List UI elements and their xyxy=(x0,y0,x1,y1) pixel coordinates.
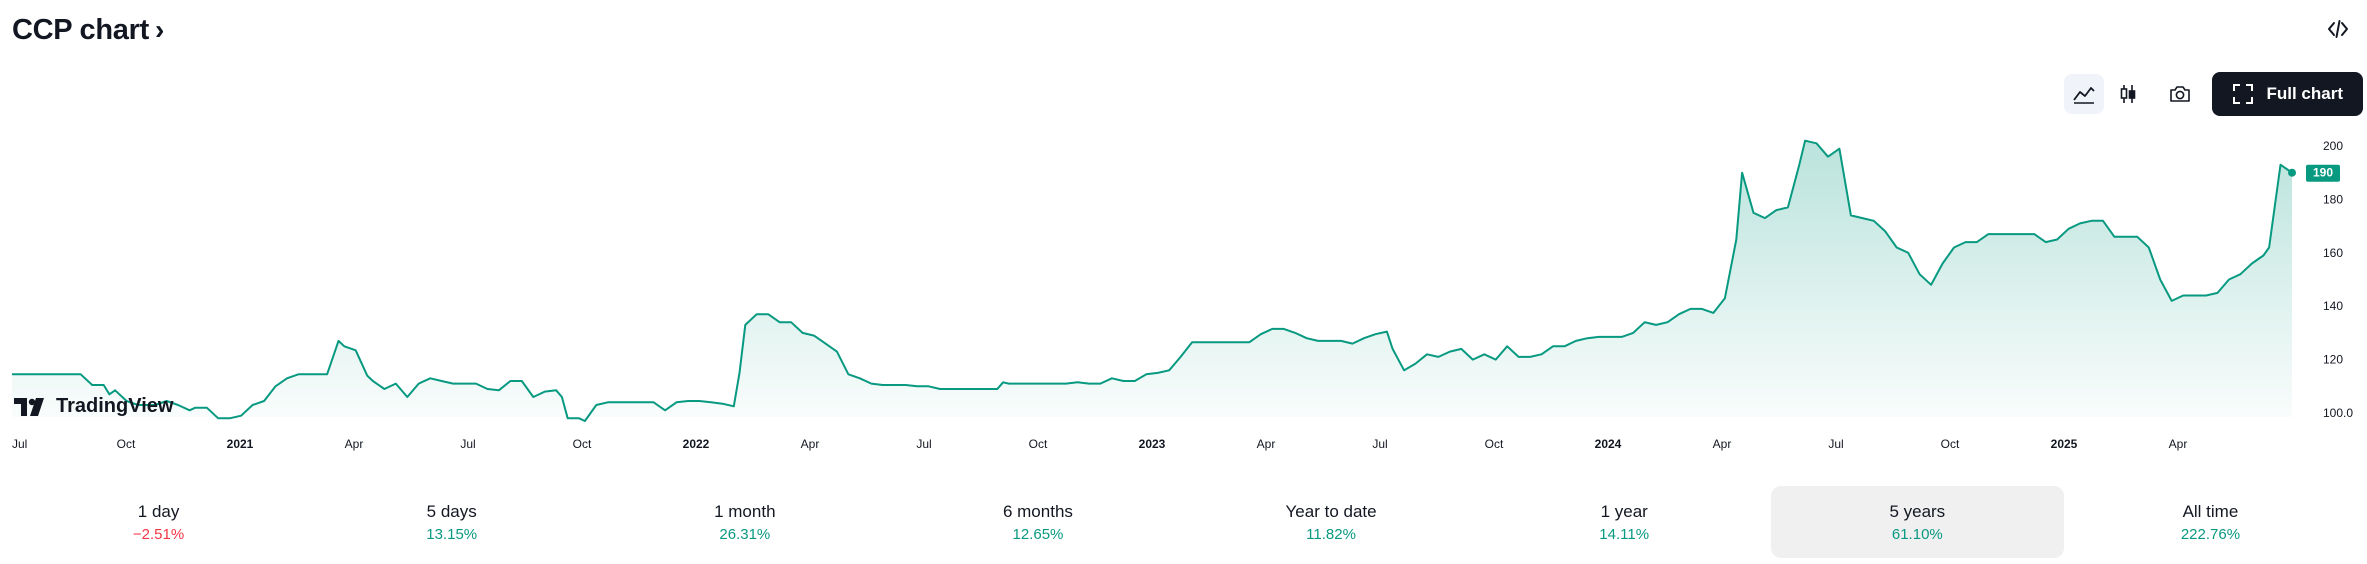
page-title[interactable]: CCP chart xyxy=(12,13,149,46)
last-price-badge: 190 xyxy=(2306,164,2340,182)
area-chart-button[interactable] xyxy=(2064,74,2105,114)
x-tick-label: Apr xyxy=(801,437,820,451)
x-tick-label: Jul xyxy=(460,437,475,451)
period-label: 6 months xyxy=(1002,501,1073,521)
period-tab[interactable]: 5 days 13.15% xyxy=(305,486,598,558)
period-label: Year to date xyxy=(1285,501,1377,521)
camera-icon xyxy=(2170,86,2191,102)
x-tick-label: 2024 xyxy=(1595,437,1622,451)
x-axis: Jul Oct 2021 Apr Jul Oct 2022 Apr Jul Oct 2023 Apr J… xyxy=(12,437,2187,451)
period-label: 5 days xyxy=(426,501,477,521)
price-chart[interactable]: 200 180 160 140 120 100.0 Jul Oct 2021 Apr Jul Oct… xyxy=(0,125,2367,455)
chart-toolbar: Full chart xyxy=(2064,72,2363,116)
y-tick-label: 160 xyxy=(2323,246,2343,260)
x-tick-label: 2022 xyxy=(683,437,710,451)
x-tick-label: Oct xyxy=(573,437,592,451)
period-change: 14.11% xyxy=(1599,525,1650,543)
period-change: 13.15% xyxy=(426,525,478,543)
chevron-right-icon[interactable]: › xyxy=(154,14,165,45)
tradingview-logo-text: TradingView xyxy=(56,395,174,417)
y-tick-label: 100.0 xyxy=(2323,406,2353,420)
period-change: 11.82% xyxy=(1306,525,1356,543)
candles-button[interactable] xyxy=(2108,74,2149,114)
chart-price-line xyxy=(12,139,2293,422)
y-axis: 200 180 160 140 120 100.0 xyxy=(2323,139,2353,420)
y-tick-label: 180 xyxy=(2323,192,2343,206)
y-tick-label: 200 xyxy=(2323,139,2343,153)
x-tick-label: Oct xyxy=(1941,437,1960,451)
period-tab[interactable]: 5 years 61.10% xyxy=(1770,486,2064,558)
period-selector: 1 day −2.51% 5 days 13.15% 1 month 26.31% 6 mo… xyxy=(12,486,2357,558)
period-label: 5 years xyxy=(1889,501,1946,521)
period-change: 61.10% xyxy=(1891,525,1943,543)
x-tick-label: Jul xyxy=(1828,437,1843,451)
x-tick-label: Oct xyxy=(1029,437,1048,451)
period-change: −2.51% xyxy=(132,525,185,543)
period-label: 1 day xyxy=(137,501,180,521)
period-label: All time xyxy=(2182,501,2239,521)
period-label: 1 year xyxy=(1600,501,1648,521)
period-tab[interactable]: 1 year 14.11% xyxy=(1478,486,1771,558)
last-price-dot xyxy=(2288,168,2296,177)
x-tick-label: Apr xyxy=(2169,437,2188,451)
period-tab[interactable]: 1 month 26.31% xyxy=(598,486,891,558)
full-chart-button[interactable]: Full chart xyxy=(2212,72,2363,116)
tradingview-logo-icon xyxy=(14,397,44,416)
x-tick-label: Oct xyxy=(1485,437,1504,451)
y-tick-label: 140 xyxy=(2323,299,2343,313)
period-tab[interactable]: All time 222.76% xyxy=(2064,486,2357,558)
period-change: 26.31% xyxy=(719,525,771,543)
embed-icon xyxy=(2328,20,2348,38)
period-tab[interactable]: Year to date 11.82% xyxy=(1185,486,1478,558)
area-chart: 200 180 160 140 120 100.0 Jul Oct 2021 Apr Jul Oct… xyxy=(12,139,2353,451)
y-tick-label: 120 xyxy=(2323,353,2343,367)
candles-icon xyxy=(2121,85,2136,103)
period-change: 12.65% xyxy=(1012,525,1064,543)
chart-area-fill xyxy=(12,140,2292,421)
x-tick-label: 2021 xyxy=(227,437,254,451)
period-change: 222.76% xyxy=(2180,525,2241,543)
x-tick-label: Jul xyxy=(916,437,931,451)
screenshot-button[interactable] xyxy=(2160,74,2201,114)
x-tick-label: Apr xyxy=(345,437,364,451)
period-label: 1 month xyxy=(714,501,776,521)
period-tab[interactable]: 6 months 12.65% xyxy=(891,486,1184,558)
x-tick-label: Apr xyxy=(1713,437,1732,451)
x-tick-label: 2025 xyxy=(2051,437,2078,451)
tradingview-logo[interactable]: TradingView xyxy=(14,395,173,418)
full-chart-label: Full chart xyxy=(2266,84,2343,103)
fullscreen-icon xyxy=(2233,84,2254,104)
period-tab[interactable]: 1 day −2.51% xyxy=(12,486,305,558)
x-tick-label: Oct xyxy=(117,437,136,451)
last-price-badge-text: 190 xyxy=(2313,166,2333,180)
chart-type-switch xyxy=(2064,74,2149,114)
x-tick-label: Apr xyxy=(1257,437,1276,451)
x-tick-label: Jul xyxy=(12,437,27,451)
x-tick-label: Jul xyxy=(1372,437,1387,451)
embed-button[interactable] xyxy=(2323,14,2353,44)
chart-header[interactable]: CCP chart › xyxy=(12,10,164,50)
x-tick-label: 2023 xyxy=(1139,437,1166,451)
last-price-badge-bg xyxy=(2306,164,2340,182)
area-chart-icon xyxy=(2073,87,2096,104)
